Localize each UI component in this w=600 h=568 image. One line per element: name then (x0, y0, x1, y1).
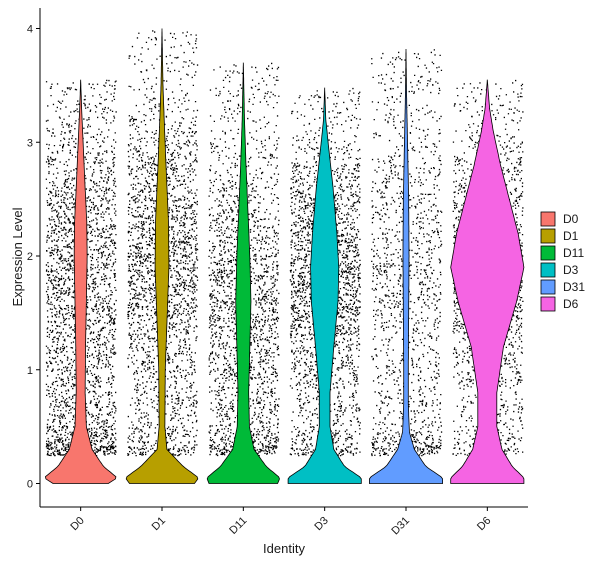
x-tick-label: D6 (475, 515, 493, 533)
legend-item-d3: D3 (540, 262, 579, 278)
x-tick-label: D1 (150, 515, 168, 533)
legend-swatch (540, 279, 556, 295)
legend-swatch (540, 211, 556, 227)
points-d0 (45, 79, 117, 457)
legend-swatch (540, 245, 556, 261)
jitter-dots (127, 30, 199, 457)
violin-d3 (287, 87, 362, 484)
axes (39, 8, 528, 508)
jitter-dots (45, 79, 117, 457)
x-ticks: D0 D1 D11 D3 D31 D6 (68, 507, 493, 537)
legend-item-d6: D6 (540, 296, 579, 312)
x-tick-label: D31 (389, 515, 412, 538)
legend-item-d11: D11 (540, 245, 584, 261)
x-tick-label: D3 (312, 515, 330, 533)
legend-item-d1: D1 (540, 228, 579, 244)
violin-d0 (44, 79, 117, 484)
legend-label: D31 (563, 280, 585, 294)
violin-d1 (125, 28, 199, 484)
violins (44, 28, 525, 484)
y-axis-title: Expression Level (10, 207, 25, 306)
legend-label: D3 (563, 263, 579, 277)
legend-item-d31: D31 (540, 279, 585, 295)
x-axis-title: Identity (263, 541, 305, 556)
legend-swatch (540, 296, 556, 312)
legend-label: D6 (563, 297, 579, 311)
legend-swatch (540, 262, 556, 278)
y-tick-label: 1 (27, 365, 33, 377)
legend-label: D0 (563, 212, 579, 226)
violin-d6 (450, 79, 525, 484)
y-tick-label: 2 (27, 251, 33, 263)
jitter-dots (208, 62, 280, 457)
points-d11 (208, 62, 280, 457)
legend-item-d0: D0 (540, 211, 579, 227)
violin-d31 (369, 49, 443, 484)
y-tick-label: 4 (27, 24, 33, 36)
y-ticks: 0 1 2 3 4 (27, 24, 40, 491)
x-tick-label: D11 (227, 515, 249, 537)
y-tick-label: 3 (27, 137, 33, 149)
legend-label: D1 (563, 229, 579, 243)
y-tick-label: 0 (27, 479, 33, 491)
points-d1 (127, 30, 199, 457)
legend-label: D11 (563, 246, 584, 260)
jitter-points (45, 30, 524, 457)
x-tick-label: D0 (68, 515, 86, 533)
legend: D0 D1 D11 D3 D31 D6 (540, 211, 585, 312)
violin-d11 (206, 62, 280, 484)
legend-swatch (540, 228, 556, 244)
